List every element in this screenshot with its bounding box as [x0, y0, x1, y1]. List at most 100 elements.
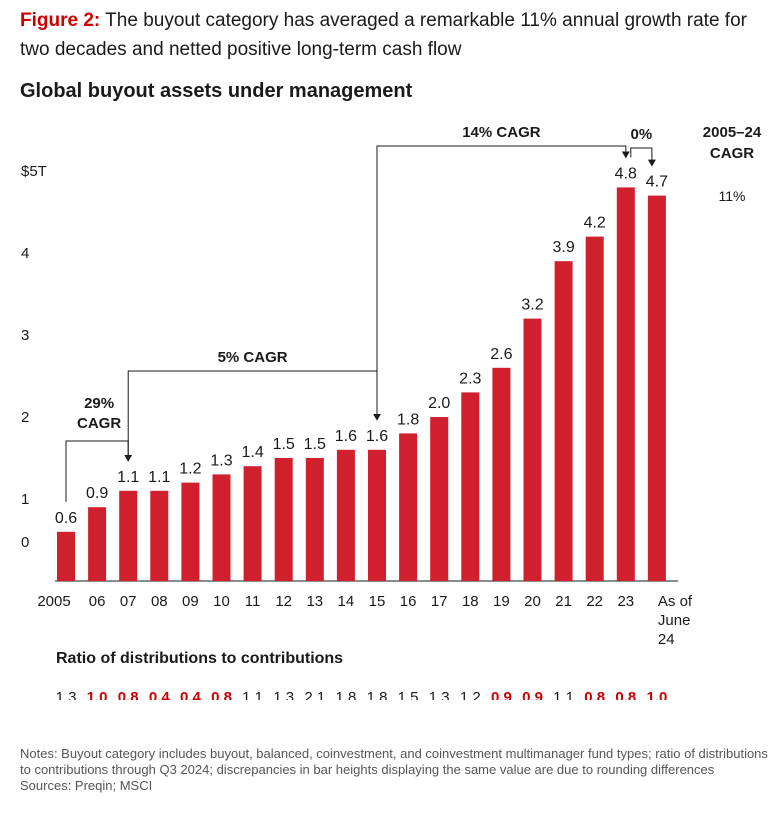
x-tick-label: 14 [338, 593, 355, 610]
bar [430, 417, 449, 581]
summary-cagr-value: 11% [719, 188, 746, 204]
bar [461, 392, 480, 581]
ratio-value: 1.1 [242, 689, 263, 700]
x-tick-label: 06 [89, 593, 106, 610]
bar [368, 449, 386, 581]
y-tick-label: 1 [21, 491, 29, 508]
ratio-value: 0.9 [522, 689, 543, 700]
bar [274, 458, 293, 581]
notes-block: Notes: Buyout category includes buyout, … [20, 746, 772, 794]
notes-text: Notes: Buyout category includes buyout, … [20, 746, 768, 777]
bar [399, 433, 418, 581]
x-tick-label: 2005 [37, 593, 70, 610]
bar-value-label: 1.6 [366, 428, 388, 445]
x-tick-label: 08 [151, 593, 168, 610]
bar-value-label: 1.2 [179, 461, 201, 478]
cagr-bracket [376, 145, 630, 420]
ratio-title: Ratio of distributions to contributions [56, 650, 344, 667]
bar [492, 367, 511, 581]
x-tick-label: 17 [431, 593, 448, 610]
ratio-value: 1.3 [56, 689, 77, 700]
ratio-value: 0.9 [491, 689, 512, 700]
bar [585, 236, 604, 581]
x-tick-label: 16 [400, 593, 417, 610]
bar [243, 466, 262, 581]
x-tick-label: 07 [120, 593, 137, 610]
x-tick-label: 24 [658, 631, 675, 648]
figure-caption: Figure 2: The buyout category has averag… [20, 6, 770, 64]
ratio-value: 1.3 [429, 689, 450, 700]
x-tick-label: 20 [524, 593, 541, 610]
x-tick-label: 18 [462, 593, 479, 610]
cagr-label: 5% CAGR [218, 349, 288, 366]
ratio-value: 1.2 [460, 689, 481, 700]
summary-cagr-label: CAGR [710, 145, 754, 162]
bar-value-label: 4.7 [646, 174, 668, 191]
bar-value-label: 1.1 [148, 469, 170, 486]
bar-value-label: 1.1 [117, 469, 139, 486]
bar [119, 490, 138, 581]
x-tick-label: 12 [275, 593, 292, 610]
cagr-label: 14% CAGR [462, 124, 541, 141]
x-tick-label: 23 [617, 593, 634, 610]
y-tick-label: 2 [21, 409, 29, 426]
x-tick-label: 22 [586, 593, 603, 610]
ratio-value: 2.1 [304, 689, 325, 700]
ratio-value: 0.8 [118, 689, 139, 700]
bar-value-label: 1.5 [304, 436, 326, 453]
bar [616, 187, 635, 581]
bar [305, 458, 324, 581]
bar [647, 195, 666, 581]
bar-value-label: 3.2 [521, 297, 543, 314]
y-tick-label: 0 [21, 534, 29, 551]
bar-value-label: 2.3 [459, 370, 481, 387]
x-tick-label: 09 [182, 593, 199, 610]
bar-value-label: 4.2 [584, 215, 606, 232]
bar-value-label: 1.8 [397, 411, 419, 428]
bar-value-label: 1.5 [273, 436, 295, 453]
cagr-label: 0% [631, 126, 653, 143]
bar-value-label: 1.4 [241, 444, 263, 461]
x-tick-label: June [658, 612, 691, 629]
y-tick-label: 3 [21, 327, 29, 344]
ratio-value: 1.0 [646, 689, 667, 700]
bar-value-label: 1.6 [335, 428, 357, 445]
figure-caption-text: The buyout category has averaged a remar… [20, 10, 747, 60]
x-tick-label: 15 [369, 593, 386, 610]
bar-value-label: 1.3 [210, 452, 232, 469]
figure-label: Figure 2: [20, 10, 101, 31]
x-tick-label: 21 [555, 593, 572, 610]
bar-value-label: 3.9 [552, 239, 574, 256]
x-tick-label: As of [658, 593, 693, 610]
bar [88, 507, 107, 581]
ratio-value: 0.8 [211, 689, 232, 700]
bar [336, 449, 355, 581]
ratio-value: 0.8 [615, 689, 636, 700]
bar-value-label: 0.6 [55, 510, 77, 527]
bar-value-label: 2.6 [490, 346, 512, 363]
ratio-value: 1.3 [273, 689, 294, 700]
x-tick-label: 13 [306, 593, 323, 610]
chart-title: Global buyout assets under management [20, 80, 413, 102]
y-tick-label: $5T [21, 163, 47, 180]
ratio-value: 1.8 [335, 689, 356, 700]
bar-value-label: 2.0 [428, 395, 450, 412]
ratio-value: 1.8 [367, 689, 388, 700]
x-tick-label: 11 [245, 593, 261, 610]
ratio-value: 1.0 [87, 689, 108, 700]
x-tick-label: 19 [493, 593, 510, 610]
ratio-value: 0.4 [180, 689, 202, 700]
ratio-value: 0.8 [584, 689, 605, 700]
ratio-value: 0.4 [149, 689, 171, 700]
cagr-label: 29% [84, 395, 114, 412]
sources-text: Sources: Preqin; MSCI [20, 778, 153, 793]
ratio-value: 1.1 [553, 689, 574, 700]
bar [181, 482, 200, 581]
y-tick-label: 4 [21, 245, 29, 262]
ratio-value: 1.5 [398, 689, 419, 700]
bar [554, 261, 573, 581]
bar-value-label: 4.8 [615, 165, 637, 182]
bar [150, 490, 169, 581]
x-tick-label: 10 [213, 593, 230, 610]
